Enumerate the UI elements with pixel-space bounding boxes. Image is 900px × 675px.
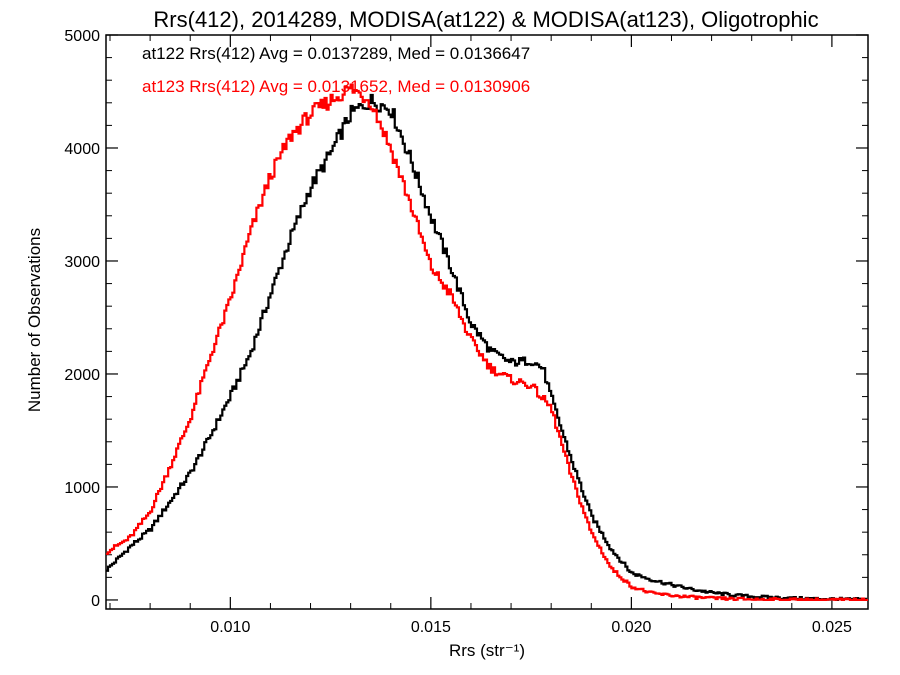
legend-entry-at123: at123 Rrs(412) Avg = 0.0131652, Med = 0.… — [142, 77, 530, 96]
x-axis-title: Rrs (str⁻¹) — [449, 641, 525, 660]
x-tick-label: 0.015 — [411, 619, 451, 636]
y-tick-label: 3000 — [64, 254, 100, 271]
y-tick-label: 2000 — [64, 367, 100, 384]
y-tick-label: 1000 — [64, 480, 100, 497]
histogram-series — [106, 83, 868, 602]
y-tick-label: 5000 — [64, 28, 100, 45]
x-tick-label: 0.020 — [611, 619, 651, 636]
y-axis-title: Number of Observations — [25, 228, 44, 412]
y-tick-label: 0 — [91, 593, 100, 610]
x-tick-label: 0.010 — [210, 619, 250, 636]
x-tick-label: 0.025 — [812, 619, 852, 636]
legend-entry-at122: at122 Rrs(412) Avg = 0.0137289, Med = 0.… — [142, 44, 530, 63]
chart-title: Rrs(412), 2014289, MODISA(at122) & MODIS… — [153, 7, 818, 32]
y-tick-label: 4000 — [64, 141, 100, 158]
axis-tick-labels: 0.010 0.015 0.020 0.025 0 1000 2000 3000 4000 500… — [64, 28, 852, 636]
histogram-line-at122 — [106, 93, 868, 602]
histogram-line-at123 — [106, 83, 868, 602]
axis-ticks — [106, 34, 868, 609]
plot-frame — [105, 34, 869, 610]
